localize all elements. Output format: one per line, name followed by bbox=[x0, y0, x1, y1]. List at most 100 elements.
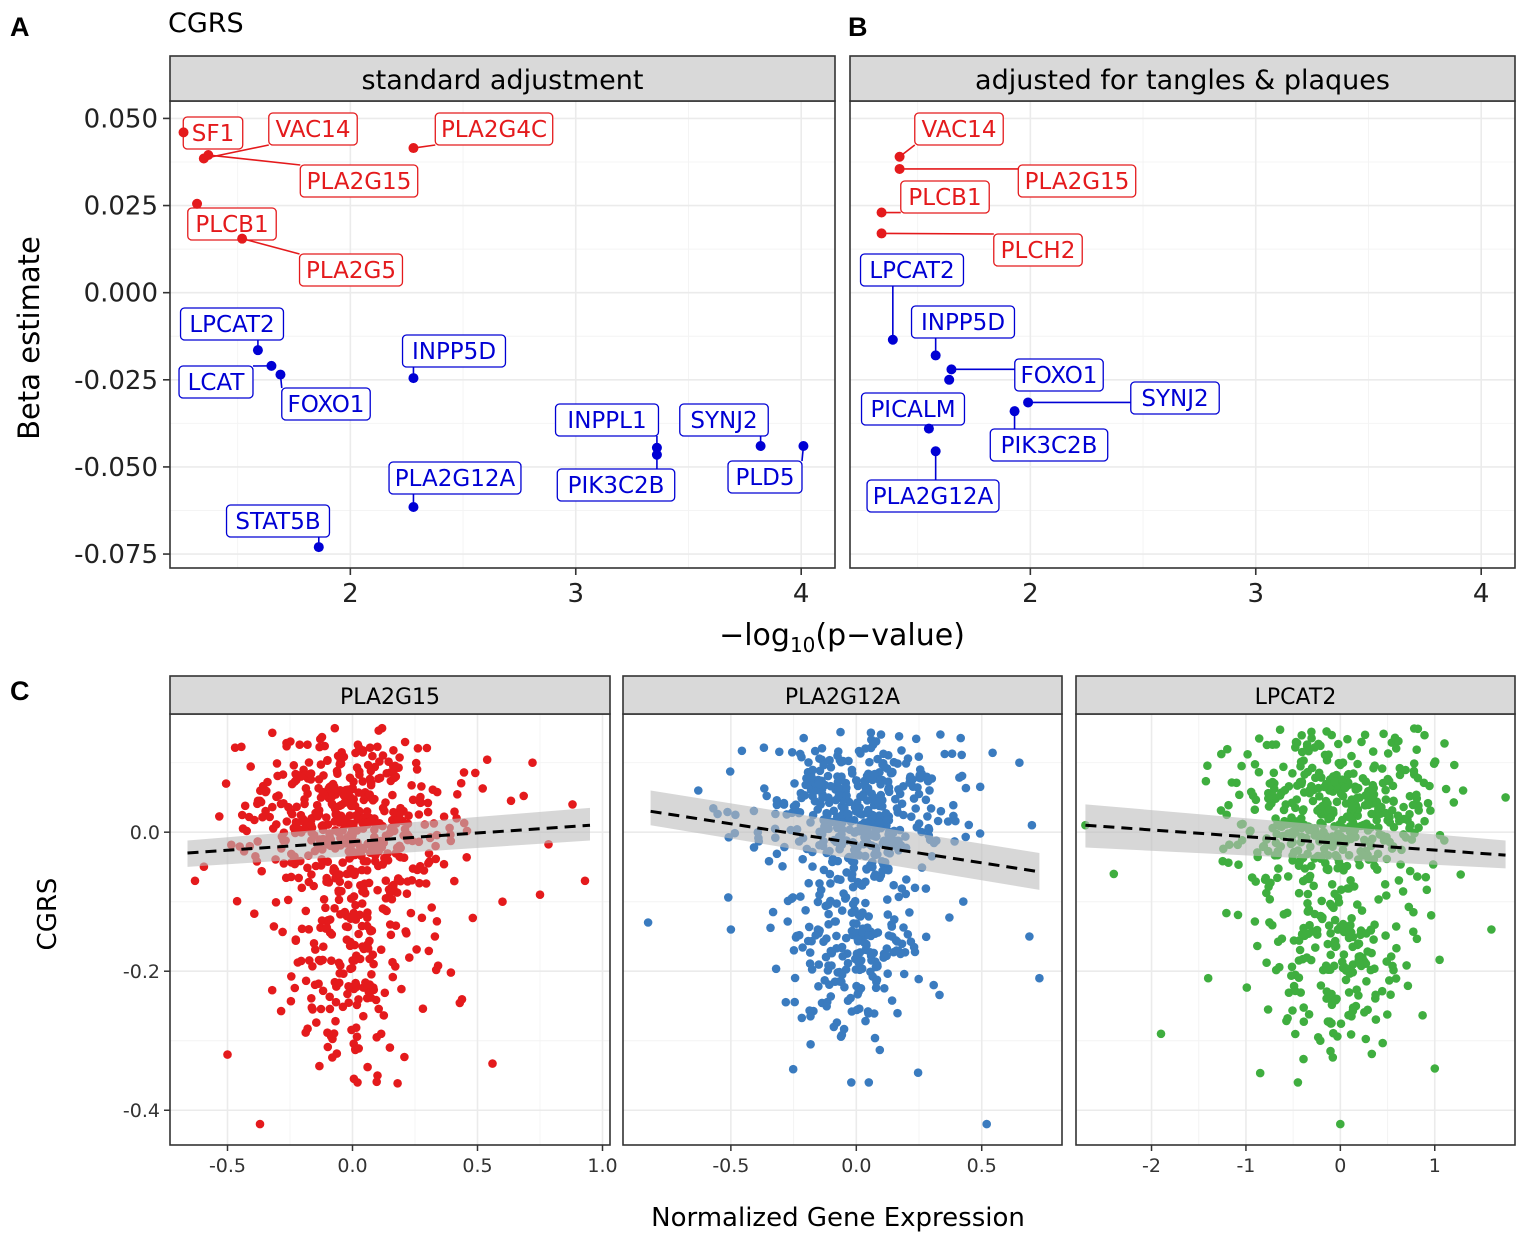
data-point bbox=[813, 897, 823, 907]
gene-label-box bbox=[914, 112, 1004, 146]
y-tick-label: -0.050 bbox=[74, 453, 158, 483]
data-point bbox=[1299, 1017, 1309, 1026]
data-point bbox=[457, 995, 467, 1004]
data-point bbox=[1353, 783, 1363, 793]
data-point bbox=[871, 957, 880, 966]
data-point bbox=[459, 768, 469, 777]
data-point bbox=[339, 969, 348, 978]
data-point bbox=[1315, 792, 1324, 801]
data-point bbox=[1367, 785, 1376, 795]
data-point bbox=[1380, 880, 1390, 889]
data-point bbox=[804, 878, 813, 888]
data-point bbox=[223, 1050, 232, 1059]
data-point bbox=[1413, 872, 1422, 881]
gene-label-box bbox=[727, 460, 803, 494]
x-tick-label: -0.5 bbox=[712, 1155, 749, 1177]
data-point bbox=[1242, 983, 1252, 992]
data-point bbox=[861, 898, 870, 908]
data-point bbox=[1262, 958, 1271, 967]
data-point bbox=[1311, 943, 1320, 952]
data-point bbox=[1327, 880, 1337, 889]
gene-label-box bbox=[178, 365, 254, 399]
data-point bbox=[943, 817, 953, 826]
data-point bbox=[1297, 731, 1306, 740]
data-point bbox=[412, 945, 421, 954]
data-point bbox=[388, 972, 398, 982]
data-point bbox=[363, 913, 372, 922]
data-point bbox=[833, 874, 842, 884]
gene-label-box bbox=[556, 468, 676, 502]
data-point bbox=[372, 1033, 382, 1042]
data-point bbox=[307, 994, 316, 1003]
point-pik3c2b bbox=[651, 449, 662, 460]
scatter-panels: PLA2G15 -0.5 0.0 0.5 1.0 0.0 -0.2 -0.4 PLA2G12A -… bbox=[123, 675, 1516, 1177]
data-point bbox=[798, 943, 807, 952]
data-point bbox=[287, 972, 296, 981]
facet-strip bbox=[622, 675, 1063, 715]
data-point bbox=[815, 754, 824, 763]
facet-strip bbox=[169, 675, 611, 715]
data-point bbox=[870, 1033, 880, 1043]
data-point bbox=[897, 746, 906, 755]
data-point bbox=[821, 952, 831, 962]
data-point bbox=[1299, 788, 1309, 797]
data-point bbox=[787, 748, 797, 757]
data-point bbox=[276, 1006, 286, 1016]
data-point bbox=[1326, 950, 1335, 960]
data-point bbox=[903, 930, 913, 939]
data-point bbox=[352, 763, 362, 772]
data-point bbox=[790, 973, 800, 983]
data-point bbox=[820, 976, 829, 985]
data-point bbox=[799, 733, 808, 743]
data-point bbox=[317, 916, 327, 925]
data-point bbox=[1293, 781, 1302, 790]
point-sf1 bbox=[178, 127, 189, 138]
data-point bbox=[334, 895, 344, 905]
data-point bbox=[405, 953, 414, 962]
data-point bbox=[303, 863, 312, 873]
data-point bbox=[1353, 900, 1362, 909]
data-point bbox=[351, 981, 361, 990]
data-point bbox=[861, 1016, 870, 1026]
data-point bbox=[1364, 800, 1373, 810]
data-point bbox=[366, 766, 376, 776]
data-point bbox=[1355, 959, 1365, 968]
data-point bbox=[933, 816, 943, 826]
data-point bbox=[373, 885, 382, 895]
scatter-panel-lpcat2: LPCAT2 -2 -1 0 1 bbox=[1075, 675, 1516, 1177]
data-point bbox=[781, 997, 791, 1007]
data-point bbox=[1288, 856, 1297, 865]
data-point bbox=[1361, 1034, 1371, 1044]
data-point bbox=[293, 958, 303, 967]
data-point bbox=[380, 806, 389, 816]
data-point bbox=[864, 1078, 874, 1087]
scatter-panel-pla2g15: PLA2G15 -0.5 0.0 0.5 1.0 0.0 -0.2 -0.4 bbox=[123, 675, 618, 1177]
data-point bbox=[350, 956, 359, 965]
data-point bbox=[401, 927, 411, 936]
data-point bbox=[876, 780, 885, 789]
data-point bbox=[1288, 769, 1297, 778]
gene-label-sf1: SF1 bbox=[192, 121, 234, 147]
data-point bbox=[1344, 933, 1354, 943]
data-point bbox=[428, 785, 438, 794]
data-point bbox=[1265, 918, 1274, 927]
data-point bbox=[318, 986, 328, 996]
data-point bbox=[1391, 922, 1401, 931]
data-point bbox=[1321, 961, 1331, 970]
data-point bbox=[323, 1042, 333, 1052]
data-point bbox=[221, 779, 231, 788]
data-point bbox=[949, 811, 958, 821]
data-point bbox=[272, 792, 281, 802]
data-point bbox=[1282, 1016, 1291, 1026]
data-point bbox=[519, 791, 528, 801]
data-point bbox=[1355, 860, 1364, 870]
data-point bbox=[1402, 961, 1411, 970]
data-point bbox=[1309, 881, 1318, 891]
data-point bbox=[421, 879, 431, 888]
data-point bbox=[1354, 952, 1364, 961]
x-tick-label: 2 bbox=[1022, 579, 1039, 609]
data-point bbox=[837, 970, 847, 979]
data-point bbox=[798, 854, 807, 864]
data-point bbox=[1237, 761, 1246, 771]
